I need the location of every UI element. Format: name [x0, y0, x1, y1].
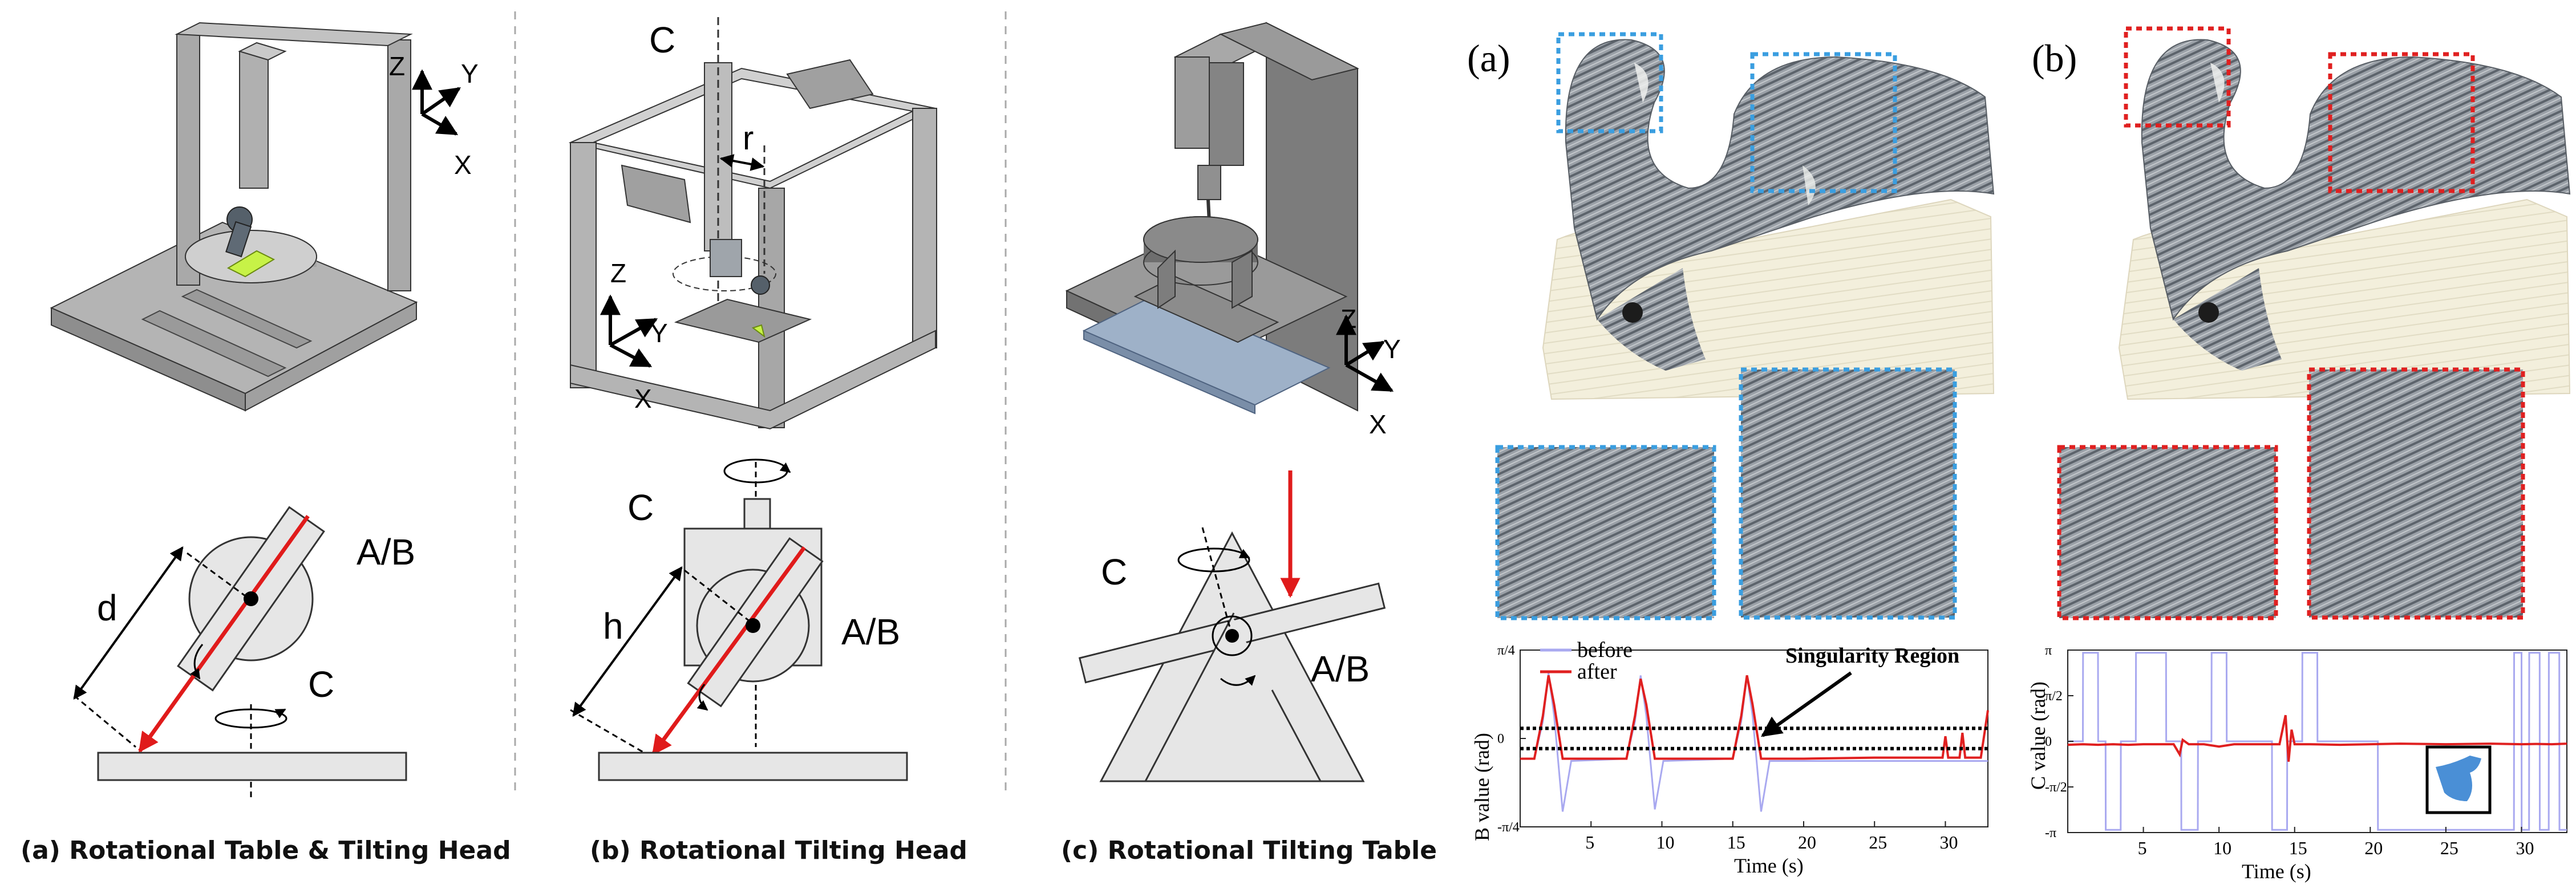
chart-c-xtick-label: 10	[2213, 838, 2231, 858]
chart-b-xtick-label: 20	[1798, 832, 1816, 853]
chart-b-xtick-label: 25	[1869, 832, 1887, 853]
axis-x-label-b: X	[634, 384, 652, 413]
chart-c-ytick-label: π/2	[2045, 689, 2063, 704]
chart-b-legend: before after	[1540, 638, 1633, 684]
chart-b-series	[1520, 673, 1989, 812]
schematic-b: C h A/B	[570, 458, 908, 781]
label-ab-c: A/B	[1311, 648, 1370, 689]
chart-c-xtick-label: 5	[2138, 838, 2147, 858]
axis-y-label-a: Y	[461, 59, 479, 88]
zoom-inset-after-1	[2057, 445, 2278, 620]
chart-c-line-after	[2067, 715, 2567, 762]
chart-c-ylabel: C value (rad)	[2027, 681, 2050, 790]
label-ab-b: A/B	[841, 611, 900, 652]
base-plate-a	[97, 752, 407, 781]
chart-c-series	[2067, 652, 2567, 831]
schematic-a: d A/B C	[73, 506, 415, 798]
axis-z-label-a: Z	[389, 51, 405, 81]
axes-triad-c: Z Y X	[1336, 304, 1401, 439]
chart-b-line-after	[1520, 675, 1989, 760]
chart-b-xlabel: Time (s)	[1734, 854, 1804, 877]
singularity-arrow	[1761, 671, 1852, 737]
dimension-h-arrow	[572, 566, 683, 717]
tool-axis-red-b	[651, 546, 806, 756]
chart-c-xlabel: Time (s)	[2242, 860, 2311, 883]
zoom-box-before-1	[1556, 32, 1663, 133]
chart-c-ytick-label: 0	[2045, 734, 2052, 749]
axis-y-label-c: Y	[1383, 334, 1401, 364]
zoom-inset-after-2	[2307, 367, 2525, 620]
pivot-dot-c	[1225, 629, 1239, 643]
zoom-box-before-2	[1750, 52, 1897, 193]
machine-a-illustration	[50, 22, 418, 412]
chart-c-xtick-label: 25	[2440, 838, 2458, 858]
label-c-b-top: C	[627, 487, 654, 528]
chart-b-xtick-label: 10	[1656, 832, 1674, 853]
caption-panel-c: (c) Rotational Tilting Table	[1061, 836, 1437, 865]
label-c-c: C	[1101, 551, 1127, 592]
chart-c-value: 5 10 15 20 25 30 π π/2 0 -π/2 -π Time (s) C value…	[2027, 643, 2567, 883]
offset-r-arrow	[719, 154, 765, 171]
zoom-inset-before-1	[1495, 445, 1716, 620]
label-c-a: C	[308, 664, 334, 705]
chart-b-ytick-label: 0	[1497, 732, 1504, 746]
caption-panel-b: (b) Rotational Tilting Head	[590, 836, 967, 865]
label-h: h	[603, 606, 623, 647]
base-plate-b	[598, 752, 908, 781]
tag-left: (a)	[1467, 36, 1510, 80]
chart-b-yticks: π/4 0 -π/4	[1497, 643, 1526, 835]
chart-c-ytick-label: π	[2045, 643, 2052, 658]
label-d: d	[97, 587, 118, 628]
axes-triad-a: Z Y X	[389, 51, 479, 180]
pivot-dot-a	[244, 591, 258, 606]
chart-c-xticks: 5 10 15 20 25 30	[2138, 827, 2534, 858]
chart-b-line-before	[1520, 673, 1988, 812]
chart-c-ytick-label: -π	[2045, 826, 2056, 841]
label-ab-a: A/B	[357, 531, 415, 573]
photo-result-after	[2111, 29, 2573, 400]
axis-z-label-b: Z	[610, 258, 626, 288]
zoom-box-after-1	[2124, 26, 2231, 128]
chart-c-line-before	[2068, 652, 2567, 831]
dimension-d-arrow	[73, 546, 184, 700]
photo-result-before	[1534, 29, 1996, 400]
chart-b-xticks: 5 10 15 20 25 30	[1585, 821, 1958, 853]
tag-right: (b)	[2032, 36, 2077, 80]
legend-label-before: before	[1577, 638, 1633, 662]
chart-b-ytick-label: π/4	[1497, 643, 1515, 658]
chart-c-xtick-label: 15	[2289, 838, 2307, 858]
machine-c-illustration	[1065, 22, 1359, 415]
axis-y-label-b: Y	[650, 318, 668, 348]
chart-b-xtick-label: 15	[1727, 832, 1745, 853]
axes-triad-b: Z Y X	[600, 258, 668, 413]
tool-axis-red-a	[138, 514, 310, 753]
singularity-annotation: Singularity Region	[1785, 644, 1959, 668]
legend-label-after: after	[1577, 660, 1617, 684]
chart-c-yticks: π π/2 0 -π/2 -π	[2045, 643, 2073, 841]
chart-c-xtick-label: 20	[2364, 838, 2383, 858]
chart-b-ylabel: B value (rad)	[1471, 733, 1493, 841]
zoom-inset-before-2	[1739, 367, 1957, 620]
part-thumbnail-inset	[2425, 745, 2492, 814]
axis-x-label-c: X	[1369, 409, 1387, 439]
chart-b-value: 5 10 15 20 25 30 π/40-π/4 Singularity Region …	[1471, 638, 1989, 877]
label-c-top-b: C	[649, 19, 675, 60]
chart-c-ytick-label: -π/2	[2045, 780, 2067, 795]
caption-panel-a: (a) Rotational Table & Tilting Head	[21, 836, 511, 865]
axis-x-label-a: X	[454, 150, 472, 180]
chart-b-ytick-label: -π/4	[1497, 820, 1520, 835]
chart-b-xtick-label: 5	[1585, 832, 1594, 853]
chart-b-xtick-label: 30	[1939, 832, 1958, 853]
machine-b-illustration	[568, 17, 938, 430]
zoom-box-after-2	[2328, 52, 2475, 193]
schematic-c: C A/B	[1078, 470, 1386, 782]
label-r: r	[743, 120, 754, 157]
chart-c-xtick-label: 30	[2516, 838, 2534, 858]
axis-z-label-c: Z	[1340, 304, 1356, 334]
